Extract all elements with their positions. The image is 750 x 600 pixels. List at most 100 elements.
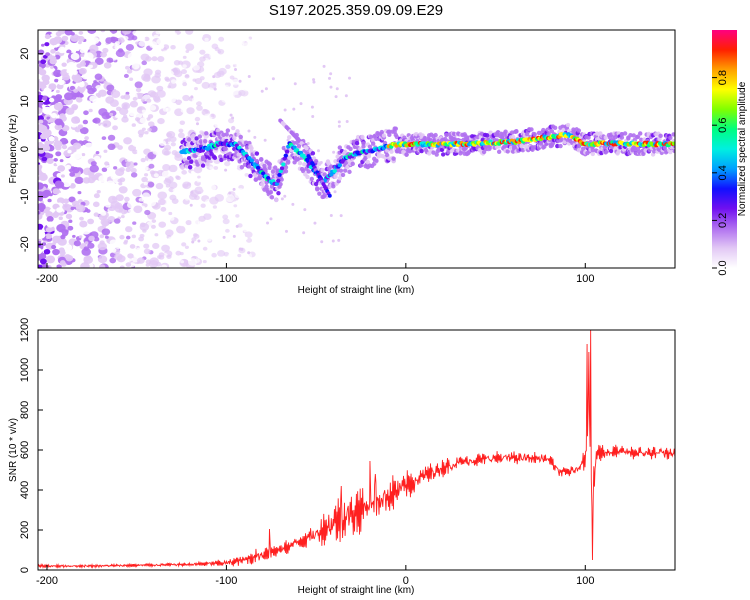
spectrogram-noise-cell [230,170,238,177]
spectrogram-ridge-halo [296,143,302,149]
spectrogram-noise-cell [269,217,273,221]
spectrogram-noise-cell [70,183,75,187]
spectrogram-ridge-halo [309,176,315,182]
spectrogram-noise-cell [138,40,146,47]
spectrogram-noise-cell [78,235,83,239]
spectrogram-noise-cell [169,216,175,221]
spectrogram-ridge-halo [391,156,396,161]
spectrogram-noise-cell [155,114,161,119]
spectrogram-noise-cell [225,194,235,203]
spectrogram-noise-cell [150,91,158,98]
spectrogram-noise-cell [49,37,59,46]
spectrogram-noise-cell [43,87,52,94]
snr-x-tick-label: 100 [576,575,594,587]
spectrogram-ridge-halo [485,133,490,138]
spectrogram-ridge-halo [248,173,253,179]
colorbar-gradient [712,30,737,268]
spectrogram-noise-cell [121,30,132,35]
spectrogram-noise-cell [115,194,124,202]
spectrogram-noise-cell [65,107,75,115]
colorbar-ticks: 0.0 0.2 0.4 0.6 0.8 [712,70,729,276]
spectrogram-ridge-halo [514,129,519,134]
spectrogram-ridge-halo [254,151,260,156]
spectrogram-ridge-halo [635,134,641,139]
spectrogram-noise-cell [134,117,140,122]
spectrogram-noise-cell [247,74,251,78]
spectrogram-noise-cell [89,44,99,53]
spectrogram-noise-cell [193,64,200,71]
spectrogram-noise-cell [139,233,145,238]
spectrogram-noise-cell [200,203,206,208]
spectrogram-noise-cell [38,231,46,239]
spectrogram-noise-cell [148,121,155,127]
spectrogram-noise-cell [171,211,180,218]
spectrogram-noise-cell [172,188,177,192]
spectrogram-noise-cell [231,40,237,46]
spectrogram-ridge-halo [552,125,558,130]
spectrogram-noise-cell [140,36,146,41]
spectrogram-noise-cell [118,186,128,194]
spectrogram-noise-cell [116,106,122,111]
spectrogram-noise-cell [191,240,195,244]
spectrogram-noise-cell [224,187,232,193]
spectrogram-y-tick-label: -10 [19,189,31,205]
spectrogram-ridge-halo [305,174,310,180]
spectrogram-noise-cell [156,38,164,45]
spectrogram-noise-cell [329,85,333,89]
spectrogram-noise-cell [103,62,112,69]
spectrogram-noise-cell [231,116,235,120]
spectrogram-ridge-halo [197,134,203,139]
spectrogram-noise-cell [244,212,250,217]
spectrogram-noise-cell [95,92,101,97]
spectrogram-ridge-halo [225,128,231,133]
spectrogram-noise-cell [90,37,100,45]
spectrogram-noise-cell [57,165,66,172]
spectrogram-noise-cell [168,211,173,216]
spectrogram-noise-cell [284,229,288,233]
spectrogram-noise-cell [212,82,217,86]
spectrogram-noise-cell [153,173,159,178]
spectrogram-ridge-halo [274,197,279,203]
spectrogram-noise-cell [185,43,195,51]
spectrogram-noise-cell [235,63,243,69]
spectrogram-noise-cell [42,129,52,137]
spectrogram-noise-cell [68,219,73,224]
spectrogram-noise-cell [167,96,176,103]
spectrogram-noise-cell [293,82,297,86]
spectrogram-ridge-halo [204,131,209,136]
spectrogram-noise-cell [46,116,51,120]
spectrogram-noise-cell [81,226,91,235]
spectrogram-noise-cell [199,56,206,62]
spectrogram-noise-cell [240,110,250,119]
spectrogram-noise-cell [250,79,254,83]
spectrogram-ridge-halo [200,163,206,168]
snr-y-tick-label: 600 [19,441,31,459]
spectrogram-noise-cell [56,224,66,233]
spectrogram-noise-cell [181,69,187,75]
spectrogram-noise-cell [79,216,84,221]
spectrogram-noise-cell [161,264,168,268]
spectrogram-noise-cell [312,78,316,82]
spectrogram-noise-cell [93,212,99,217]
spectrogram-noise-cell [131,139,141,147]
spectrogram-ridge-halo [203,139,208,144]
spectrogram-noise-cell [68,99,73,104]
spectrogram-noise-cell [155,182,164,190]
spectrogram-noise-cell [41,242,47,246]
spectrogram-noise-cell [167,236,177,245]
spectrogram-ridge-halo [195,162,200,167]
spectrogram-noise-cell [224,168,228,172]
spectrogram-noise-cell [65,164,72,170]
spectrogram-noise-cell [73,75,83,83]
spectrogram-noise-cell [198,34,204,38]
spectrogram-noise-cell [100,211,107,216]
spectrogram-noise-cell [55,89,60,94]
spectrogram-noise-cell [218,67,227,75]
spectrogram-noise-cell [283,108,287,112]
spectrogram-noise-cell [213,87,217,91]
spectrogram-noise-cell [134,112,143,119]
spectrogram-noise-cell [38,107,43,114]
spectrogram-ridge-halo [301,168,306,174]
spectrogram-noise-cell [83,110,89,116]
spectrogram-noise-cell [49,58,57,65]
